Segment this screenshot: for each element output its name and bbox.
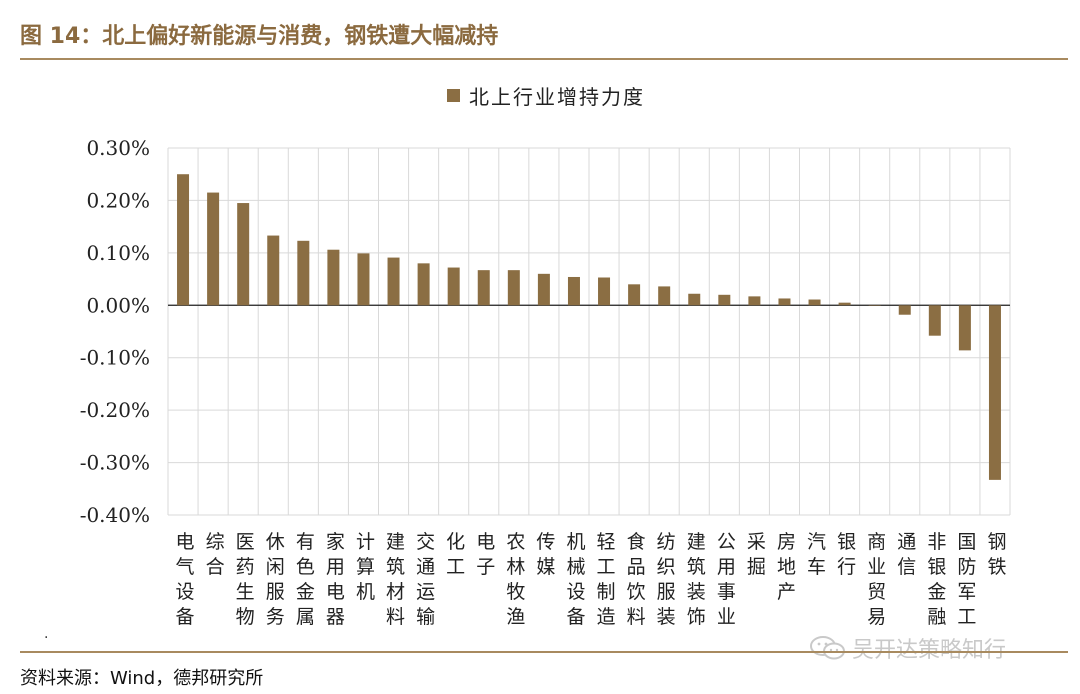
bar	[387, 257, 400, 306]
wechat-icon	[810, 636, 845, 660]
x-tick-label: 通信	[897, 531, 916, 578]
x-tick-label: 房地产	[777, 531, 796, 603]
bar	[868, 305, 881, 306]
stray-mark: .	[44, 626, 49, 642]
bar	[567, 276, 580, 306]
y-tick-label: 0.30%	[86, 136, 150, 160]
y-tick-label: 0.10%	[86, 241, 150, 265]
watermark-text: 吴开达策略知行	[852, 638, 1007, 663]
x-tick-label: 商业贸易	[867, 531, 886, 628]
x-tick-label: 交通运输	[416, 531, 435, 628]
x-tick-label: 食品饮料	[627, 531, 646, 628]
legend-label: 北上行业增持力度	[469, 85, 645, 109]
bar	[688, 293, 701, 306]
x-tick-label: 采掘	[747, 531, 766, 578]
x-tick-label: 家用电器	[326, 531, 345, 628]
x-tick-label: 有色金属	[296, 531, 315, 628]
x-tick-label: 建筑材料	[386, 531, 405, 628]
bar	[207, 192, 220, 306]
bar	[988, 305, 1001, 480]
x-tick-label: 银行	[837, 531, 856, 578]
plot-area: 0.30% 0.20% 0.10% 0.00% -0.10% -0.20% -0.30% -0…	[80, 136, 1011, 628]
bar	[357, 253, 370, 306]
x-tick-label: 国防军工	[957, 531, 976, 628]
y-tick-label: -0.10%	[80, 346, 150, 370]
bar	[958, 305, 971, 351]
bar	[838, 302, 851, 306]
bar	[778, 298, 791, 306]
watermark: 吴开达策略知行	[808, 632, 1006, 664]
bar	[417, 263, 430, 306]
bar	[327, 249, 340, 306]
bar	[748, 296, 761, 306]
x-tick-label: 传媒	[536, 531, 555, 578]
x-tick-label: 计算机	[356, 531, 375, 603]
bar	[598, 277, 611, 306]
bar	[477, 270, 490, 306]
x-tick-label: 电子	[476, 531, 495, 578]
bar	[658, 286, 671, 306]
y-tick-label: -0.20%	[80, 398, 150, 422]
bar	[267, 235, 280, 306]
bar	[808, 299, 821, 306]
bar	[537, 273, 550, 306]
legend: 北上行业增持力度	[447, 85, 645, 109]
x-tick-label: 建筑装饰	[687, 531, 706, 628]
y-tick-label: -0.40%	[80, 503, 150, 527]
source-divider	[20, 651, 1068, 653]
x-tick-label: 轻工制造	[597, 531, 616, 628]
y-tick-label: 0.00%	[86, 293, 150, 317]
bar-chart: 北上行业增持力度 0.30% 0.20% 0.10% 0.00% -0.10% -0.20…	[80, 85, 1011, 628]
x-tick-label: 汽车	[807, 531, 826, 578]
bar	[898, 305, 911, 315]
bar	[928, 305, 941, 336]
x-tick-label: 电气设备	[176, 531, 195, 628]
bar	[237, 203, 250, 306]
x-tick-label: 综合	[206, 531, 225, 578]
x-tick-label: 钢铁	[987, 531, 1006, 578]
y-tick-label: 0.20%	[86, 188, 150, 212]
figure-title: 图 14：北上偏好新能源与消费，钢铁遭大幅减持	[20, 24, 499, 49]
legend-swatch	[447, 89, 460, 102]
bar	[447, 267, 460, 306]
x-tick-label: 公用事业	[717, 531, 736, 628]
title-divider	[20, 58, 1068, 60]
x-tick-label: 医药生物	[236, 531, 255, 628]
x-tick-label: 非银金融	[927, 531, 946, 628]
source-note: 资料来源：Wind，德邦研究所	[20, 668, 264, 689]
y-tick-label: -0.30%	[80, 451, 150, 475]
bar	[177, 174, 190, 306]
x-tick-label: 纺织服装	[657, 531, 676, 628]
x-tick-label: 机械设备	[566, 531, 585, 628]
x-tick-label: 休闲服务	[266, 531, 285, 628]
bar	[507, 270, 520, 306]
bar	[628, 284, 641, 306]
x-tick-label: 农林牧渔	[506, 531, 525, 628]
bar	[297, 240, 310, 306]
bar	[718, 294, 731, 306]
x-tick-label: 化工	[446, 531, 465, 578]
